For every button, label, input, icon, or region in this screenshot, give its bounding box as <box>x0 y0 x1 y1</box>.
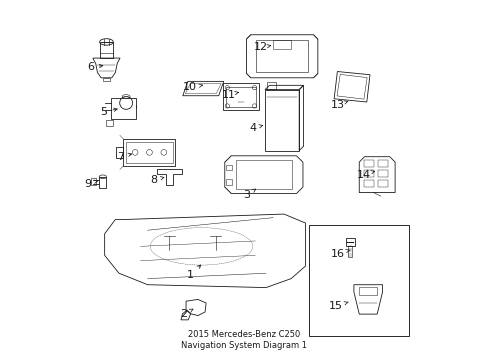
Bar <box>123 139 175 166</box>
Text: 9: 9 <box>84 179 97 189</box>
Text: 13: 13 <box>330 100 347 110</box>
Text: 8: 8 <box>150 175 163 185</box>
Bar <box>126 142 172 163</box>
Bar <box>347 246 352 257</box>
Text: 5: 5 <box>100 107 117 117</box>
Text: 2015 Mercedes-Benz C250
Navigation System Diagram 1: 2015 Mercedes-Benz C250 Navigation Syste… <box>181 329 307 350</box>
Text: 2: 2 <box>180 309 193 319</box>
Bar <box>91 178 96 185</box>
Bar <box>225 165 232 170</box>
Text: 12: 12 <box>253 42 270 52</box>
Bar <box>346 238 354 246</box>
Bar <box>364 170 373 177</box>
Text: 3: 3 <box>243 189 255 200</box>
Bar <box>99 177 106 188</box>
Text: 14: 14 <box>356 170 374 180</box>
Bar <box>364 159 373 167</box>
Bar <box>364 180 373 187</box>
Text: 15: 15 <box>328 301 347 311</box>
Bar <box>377 159 387 167</box>
Bar <box>359 287 376 296</box>
Text: 7: 7 <box>117 152 131 162</box>
Bar <box>266 82 275 89</box>
Bar <box>377 180 387 187</box>
Bar <box>106 120 113 126</box>
Bar <box>223 84 258 110</box>
Text: 1: 1 <box>187 265 200 280</box>
Text: 16: 16 <box>330 248 349 258</box>
Bar <box>377 170 387 177</box>
Bar <box>308 225 408 336</box>
Text: 10: 10 <box>183 82 202 93</box>
Bar <box>273 40 290 49</box>
Bar <box>264 90 299 150</box>
Bar <box>226 87 255 107</box>
Bar <box>100 42 113 58</box>
Bar <box>102 78 110 81</box>
Bar <box>110 98 136 119</box>
Bar <box>235 160 292 189</box>
Text: 6: 6 <box>86 62 102 72</box>
Bar <box>116 147 123 158</box>
Bar <box>225 179 232 185</box>
Text: 4: 4 <box>249 123 262 133</box>
Text: 11: 11 <box>221 90 238 100</box>
